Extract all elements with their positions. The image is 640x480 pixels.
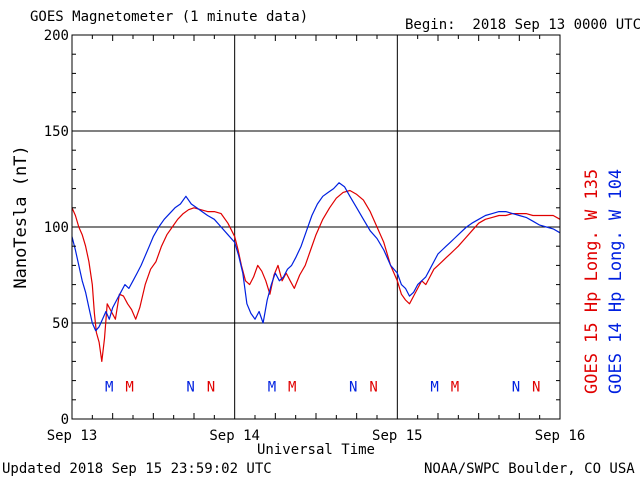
y-tick-label: 200 — [44, 28, 69, 44]
x-axis-label: Universal Time — [257, 442, 375, 458]
y-axis-label: NanoTesla (nT) — [11, 145, 31, 288]
plot-frame — [71, 34, 561, 420]
grid — [72, 35, 560, 419]
series-lines — [71, 182, 561, 362]
annotation-marker: M — [268, 379, 276, 395]
annotation-marker: N — [186, 379, 194, 395]
annotation-marker: N — [207, 379, 215, 395]
x-tick-label: Sep 13 — [47, 428, 98, 444]
annotation-marker: N — [349, 379, 357, 395]
tick-labels: 0 50 100 150 200 Sep 13 Sep 14 Sep 15 Sep 16 — [44, 28, 586, 444]
x-tick-label: Sep 16 — [535, 428, 586, 444]
x-tick-label: Sep 14 — [209, 428, 260, 444]
annotation-marker: N — [532, 379, 540, 395]
credit-text: NOAA/SWPC Boulder, CO USA — [424, 461, 635, 477]
y-tick-label: 50 — [52, 316, 69, 332]
legend-entry: GOES 15 Hp Long. W 135 — [582, 169, 602, 394]
y-tick-label: 100 — [44, 220, 69, 236]
annotation-marker: M — [451, 379, 459, 395]
begin-time: Begin: 2018 Sep 13 0000 UTC — [405, 17, 640, 33]
updated-timestamp: Updated 2018 Sep 15 23:59:02 UTC — [2, 461, 272, 477]
chart-title: GOES Magnetometer (1 minute data) — [30, 9, 309, 25]
annotation-marker: M — [125, 379, 133, 395]
axis-labels: Universal Time NanoTesla (nT) — [11, 145, 375, 458]
annotation-marker: M — [430, 379, 438, 395]
y-tick-label: 0 — [61, 412, 69, 428]
annotation-marker: N — [369, 379, 377, 395]
plot-border — [71, 34, 561, 420]
y-tick-label: 150 — [44, 124, 69, 140]
annotation-marker: M — [105, 379, 113, 395]
annotation-marker: M — [288, 379, 296, 395]
annotation-marker: N — [512, 379, 520, 395]
x-tick-label: Sep 15 — [372, 428, 423, 444]
series-line — [71, 182, 561, 332]
series-line — [71, 189, 561, 362]
legend-entry: GOES 14 Hp Long. W 104 — [606, 169, 626, 394]
legend: GOES 15 Hp Long. W 135 GOES 14 Hp Long. W… — [582, 169, 626, 394]
